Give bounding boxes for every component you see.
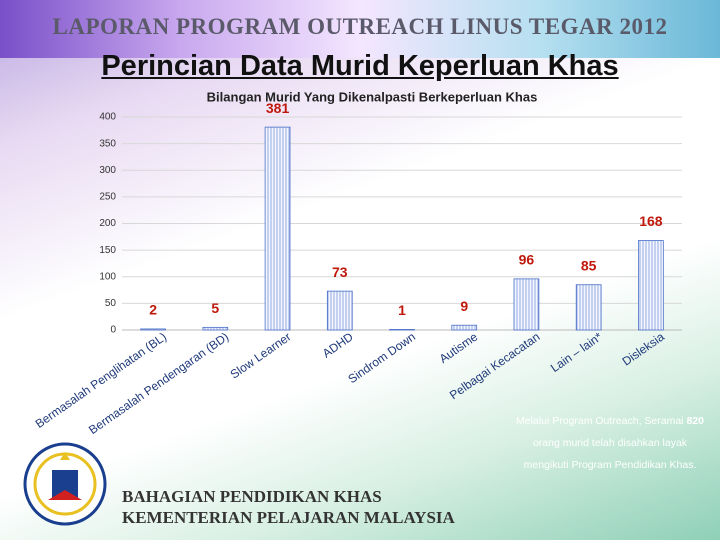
chart-title: Bilangan Murid Yang Dikenalpasti Berkepe… xyxy=(207,89,538,104)
bar xyxy=(451,324,478,331)
data-label: 85 xyxy=(581,257,597,273)
note-text: orang murid telah disahkan layak mengiku… xyxy=(523,437,697,471)
y-tick-label: 0 xyxy=(110,325,116,336)
x-tick-label: Sindrom Down xyxy=(345,330,417,387)
y-tick-label: 150 xyxy=(99,245,116,256)
note: Melalui Program Outreach, Seramai 820 or… xyxy=(515,410,705,476)
bar xyxy=(389,329,415,331)
data-label: 168 xyxy=(639,213,663,229)
data-label: 9 xyxy=(460,298,468,314)
data-label: 381 xyxy=(266,100,290,116)
bar xyxy=(140,328,166,331)
data-label: 2 xyxy=(149,302,157,318)
x-tick-label: Slow Learner xyxy=(228,330,294,382)
bar xyxy=(638,240,664,331)
logo xyxy=(23,442,107,526)
x-tick-label: Lain – lain* xyxy=(548,329,605,375)
x-tick-label: ADHD xyxy=(320,329,356,360)
bar xyxy=(264,126,291,331)
y-tick-label: 250 xyxy=(99,192,116,203)
note-text: Melalui Program Outreach, Seramai xyxy=(516,415,684,427)
y-tick-label: 100 xyxy=(99,271,116,282)
data-label: 1 xyxy=(398,302,406,318)
header-text: LAPORAN PROGRAM OUTREACH LINUS TEGAR 201… xyxy=(52,14,668,39)
x-tick-label: Disleksia xyxy=(620,329,668,368)
bar xyxy=(326,290,353,331)
bar xyxy=(202,326,229,331)
y-tick-label: 400 xyxy=(99,112,116,123)
y-tick-label: 200 xyxy=(99,218,116,229)
bar xyxy=(575,284,602,331)
note-number: 820 xyxy=(686,415,704,427)
y-tick-label: 350 xyxy=(99,138,116,149)
header-band xyxy=(0,0,720,58)
data-label: 5 xyxy=(211,300,219,316)
footer: BAHAGIAN PENDIDIKAN KHAS KEMENTERIAN PEL… xyxy=(122,486,455,528)
data-label: 96 xyxy=(519,252,535,268)
y-tick-label: 300 xyxy=(99,165,116,176)
main-title: Perincian Data Murid Keperluan Khas xyxy=(101,50,619,82)
footer-line: KEMENTERIAN PELAJARAN MALAYSIA xyxy=(122,508,455,527)
y-tick-label: 50 xyxy=(105,298,117,309)
data-label: 73 xyxy=(332,264,348,280)
footer-line: BAHAGIAN PENDIDIKAN KHAS xyxy=(122,487,382,506)
bar xyxy=(513,278,540,331)
x-tick-label: Autisme xyxy=(437,329,481,366)
